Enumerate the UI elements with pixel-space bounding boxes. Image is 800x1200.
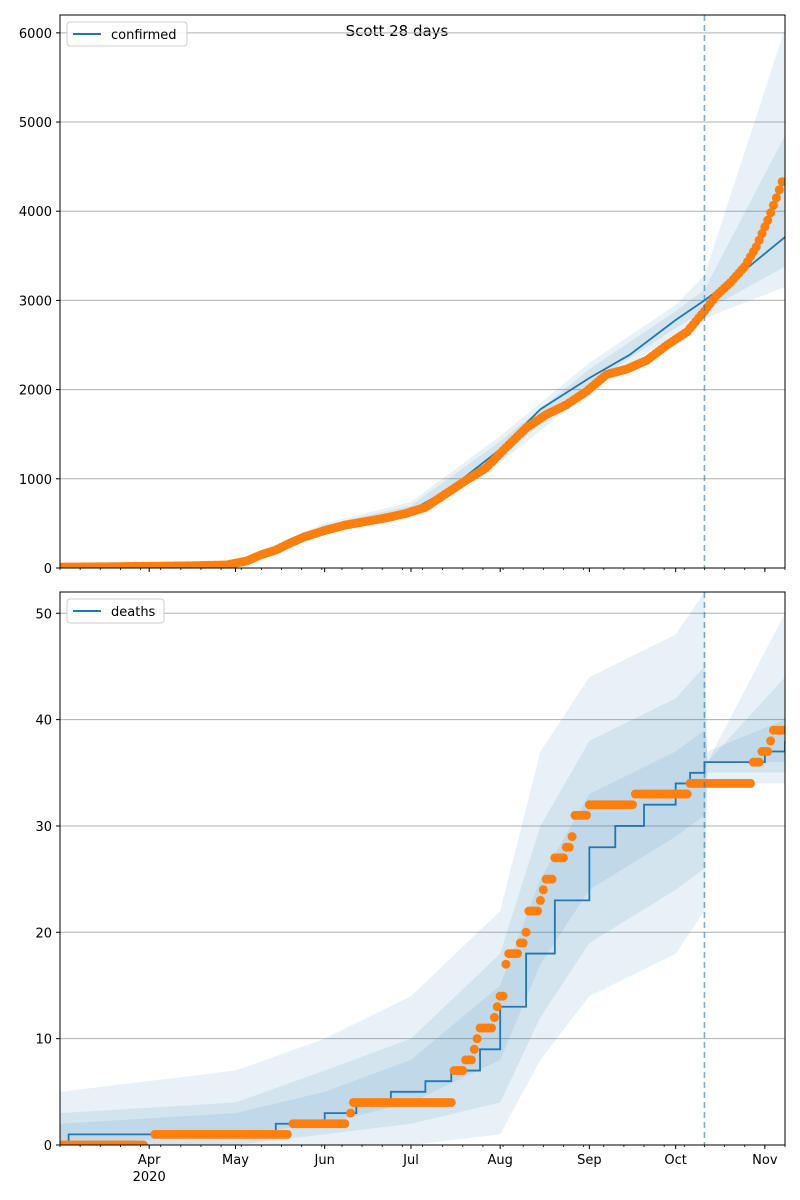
uncertainty-band	[60, 135, 785, 568]
observed-point	[469, 1044, 479, 1054]
y-tick-label: 6000	[19, 27, 52, 42]
observed-point	[518, 938, 528, 948]
observed-point	[472, 1034, 482, 1044]
legend-box	[66, 21, 188, 47]
observed-point	[763, 215, 773, 225]
observed-point	[766, 736, 776, 746]
y-tick-label: 0	[44, 1139, 52, 1154]
observed-point	[498, 991, 508, 1001]
observed-point	[446, 1097, 456, 1107]
observed-point	[458, 1066, 468, 1076]
model-line	[60, 740, 785, 1145]
uncertainty-band	[60, 28, 785, 568]
observed-point	[487, 1023, 497, 1033]
observed-point	[512, 949, 522, 959]
observed-point	[466, 1055, 476, 1065]
y-tick-label: 1000	[19, 473, 52, 488]
uncertainty-band	[60, 719, 785, 1145]
y-tick-label: 4000	[19, 205, 52, 220]
x-tick-label: Jul	[402, 1153, 419, 1168]
observed-point	[768, 200, 778, 210]
y-tick-label: 10	[35, 1033, 52, 1048]
x-tick-label: May	[222, 1153, 249, 1168]
uncertainty-band	[60, 666, 785, 1145]
x-tick-label: Oct	[664, 1153, 686, 1168]
observed-point	[777, 177, 785, 187]
y-tick-label: 40	[35, 714, 52, 729]
legend: deaths	[66, 598, 165, 624]
y-tick-label: 5000	[19, 116, 52, 131]
x-tick-label: Aug	[487, 1153, 512, 1168]
observed-point	[492, 1002, 502, 1012]
y-tick-label: 50	[35, 607, 52, 622]
observed-point	[538, 885, 548, 895]
observed-point	[745, 778, 755, 788]
x-tick-label: Jun	[314, 1153, 335, 1168]
y-tick-label: 3000	[19, 294, 52, 309]
x-tick-label: Sep	[577, 1153, 602, 1168]
uncertainty-band	[60, 592, 785, 1145]
observed-point	[564, 842, 574, 852]
observed-point	[581, 810, 591, 820]
y-tick-label: 2000	[19, 384, 52, 399]
confirmed-panel: 0 1000 2000 3000 4000 5000 6000 confirmed	[19, 14, 786, 577]
x-tick-sublabel: 2020	[133, 1170, 166, 1185]
legend-label: confirmed	[111, 28, 177, 43]
observed-point	[558, 853, 568, 863]
observed-point	[521, 927, 531, 937]
observed-point	[682, 789, 692, 799]
axes-frame	[59, 14, 786, 569]
observed-point	[763, 747, 773, 757]
model-line	[60, 236, 785, 568]
deaths-panel: 0 10 20 30 40 50 Apr 2020 May Jun Jul Aug Sep Oct Nov d…	[35, 591, 786, 1185]
observed-point	[567, 832, 577, 842]
observed-point	[138, 1140, 148, 1145]
y-tick-label: 0	[44, 562, 52, 577]
observed-point	[628, 800, 638, 810]
observed-point	[533, 906, 543, 916]
y-tick-label: 20	[35, 926, 52, 941]
observed-point	[340, 1119, 350, 1129]
observed-point	[501, 959, 511, 969]
legend-label: deaths	[111, 605, 156, 620]
observed-point	[777, 725, 785, 735]
legend: confirmed	[66, 21, 188, 47]
observed-point	[535, 895, 545, 905]
x-tick-label: Nov	[752, 1153, 778, 1168]
observed-point	[771, 193, 781, 203]
observed-point	[754, 757, 764, 767]
observed-point	[489, 1012, 499, 1022]
chart-title: Scott 28 days	[346, 22, 449, 40]
observed-point	[774, 185, 784, 195]
observed-point	[282, 1129, 292, 1139]
observed-point	[346, 1108, 356, 1118]
x-tick-label: Apr	[138, 1153, 161, 1168]
observed-point	[547, 874, 557, 884]
observed-point	[766, 208, 776, 218]
legend-box	[66, 598, 165, 624]
y-tick-label: 30	[35, 820, 52, 835]
